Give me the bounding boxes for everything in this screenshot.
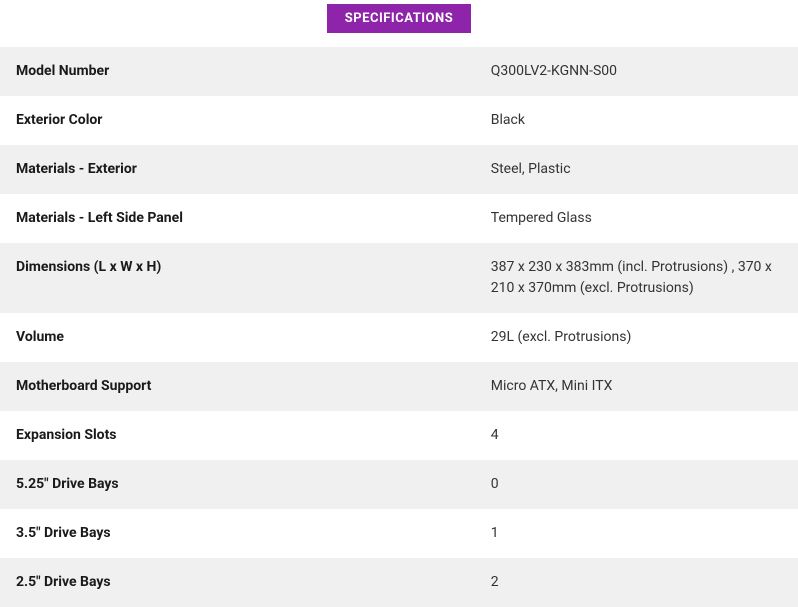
table-row: Materials - Exterior Steel, Plastic [0,145,798,194]
spec-label: 3.5" Drive Bays [0,509,487,558]
spec-value: 387 x 230 x 383mm (incl. Protrusions) , … [487,243,798,313]
table-row: Expansion Slots 4 [0,411,798,460]
spec-value: 0 [487,460,798,509]
table-row: 5.25" Drive Bays 0 [0,460,798,509]
spec-value: Tempered Glass [487,194,798,243]
table-row: Dimensions (L x W x H) 387 x 230 x 383mm… [0,243,798,313]
spec-label: Expansion Slots [0,411,487,460]
spec-value: 4 [487,411,798,460]
header-wrap: SPECIFICATIONS [0,0,798,33]
spec-label: Materials - Exterior [0,145,487,194]
spec-value: Micro ATX, Mini ITX [487,362,798,411]
spec-value: Black [487,96,798,145]
spec-label: Exterior Color [0,96,487,145]
table-row: Model Number Q300LV2-KGNN-S00 [0,47,798,96]
spec-value: Steel, Plastic [487,145,798,194]
table-row: Materials - Left Side Panel Tempered Gla… [0,194,798,243]
spec-label: Volume [0,313,487,362]
table-row: Volume 29L (excl. Protrusions) [0,313,798,362]
table-row: Exterior Color Black [0,96,798,145]
spec-value: 1 [487,509,798,558]
spec-value: Q300LV2-KGNN-S00 [487,47,798,96]
spec-label: 5.25" Drive Bays [0,460,487,509]
specifications-badge: SPECIFICATIONS [327,4,471,33]
table-row: Motherboard Support Micro ATX, Mini ITX [0,362,798,411]
specifications-table: Model Number Q300LV2-KGNN-S00 Exterior C… [0,47,798,607]
spec-label: Motherboard Support [0,362,487,411]
table-row: 3.5" Drive Bays 1 [0,509,798,558]
spec-value: 2 [487,558,798,607]
spec-label: Dimensions (L x W x H) [0,243,487,313]
spec-label: 2.5" Drive Bays [0,558,487,607]
table-row: 2.5" Drive Bays 2 [0,558,798,607]
specifications-container: SPECIFICATIONS Model Number Q300LV2-KGNN… [0,0,798,607]
spec-label: Materials - Left Side Panel [0,194,487,243]
spec-label: Model Number [0,47,487,96]
spec-value: 29L (excl. Protrusions) [487,313,798,362]
